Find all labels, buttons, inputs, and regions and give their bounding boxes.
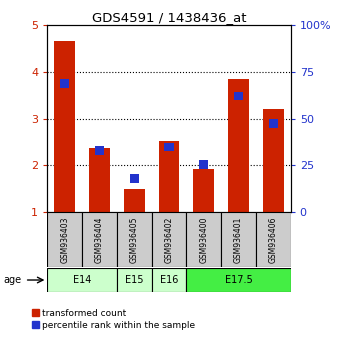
Text: E15: E15 xyxy=(125,275,144,285)
Bar xyxy=(152,268,186,292)
Text: GSM936400: GSM936400 xyxy=(199,217,208,263)
Bar xyxy=(263,109,284,212)
Bar xyxy=(221,212,256,267)
Bar xyxy=(129,175,139,183)
Bar xyxy=(47,212,82,267)
Bar xyxy=(234,92,243,100)
Text: E14: E14 xyxy=(73,275,91,285)
Text: GSM936401: GSM936401 xyxy=(234,217,243,263)
Text: E16: E16 xyxy=(160,275,178,285)
Bar xyxy=(47,268,117,292)
Bar xyxy=(124,189,145,212)
Bar xyxy=(164,143,174,151)
Bar xyxy=(82,212,117,267)
Bar xyxy=(159,141,179,212)
Text: GSM936406: GSM936406 xyxy=(269,217,278,263)
Bar xyxy=(269,119,278,127)
Text: GSM936404: GSM936404 xyxy=(95,217,104,263)
Bar xyxy=(117,212,152,267)
Bar xyxy=(186,268,291,292)
Bar xyxy=(152,212,186,267)
Text: E17.5: E17.5 xyxy=(225,275,252,285)
Legend: transformed count, percentile rank within the sample: transformed count, percentile rank withi… xyxy=(31,309,195,330)
Text: GSM936402: GSM936402 xyxy=(165,217,173,263)
Bar xyxy=(256,212,291,267)
Bar xyxy=(193,169,214,212)
Text: age: age xyxy=(3,275,22,285)
Bar xyxy=(54,41,75,212)
Bar xyxy=(117,268,152,292)
Bar xyxy=(89,148,110,212)
Bar xyxy=(95,146,104,155)
Bar xyxy=(199,160,209,169)
Bar xyxy=(228,79,249,212)
Bar xyxy=(60,79,69,88)
Text: GSM936405: GSM936405 xyxy=(130,217,139,263)
Bar xyxy=(186,212,221,267)
Text: GDS4591 / 1438436_at: GDS4591 / 1438436_at xyxy=(92,11,246,24)
Text: GSM936403: GSM936403 xyxy=(60,217,69,263)
